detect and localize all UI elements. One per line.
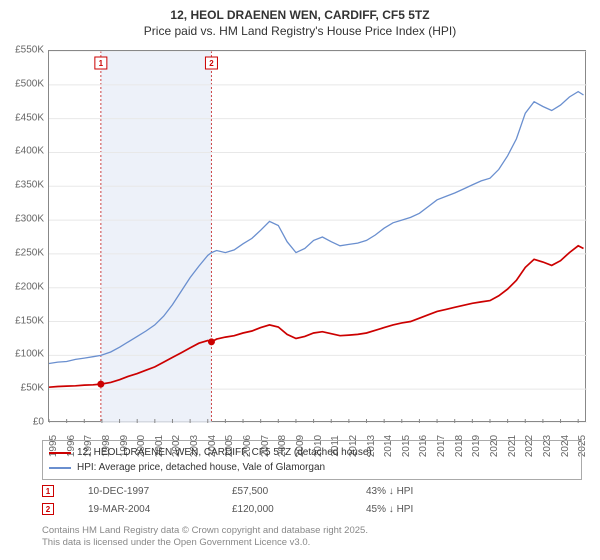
y-tick-label: £250K: [15, 247, 44, 258]
y-tick-label: £100K: [15, 349, 44, 360]
title-subtitle: Price paid vs. HM Land Registry's House …: [0, 24, 600, 40]
plot-area: 12: [48, 50, 586, 422]
legend-swatch: [49, 467, 71, 469]
y-tick-label: £50K: [21, 383, 44, 394]
y-tick-label: £450K: [15, 112, 44, 123]
legend-label: 12, HEOL DRAENEN WEN, CARDIFF, CF5 5TZ (…: [77, 445, 372, 460]
title-address: 12, HEOL DRAENEN WEN, CARDIFF, CF5 5TZ: [0, 8, 600, 24]
chart-container: 12, HEOL DRAENEN WEN, CARDIFF, CF5 5TZ P…: [0, 0, 600, 560]
chart-title: 12, HEOL DRAENEN WEN, CARDIFF, CF5 5TZ P…: [0, 0, 600, 39]
y-tick-label: £350K: [15, 180, 44, 191]
sale-price: £57,500: [232, 486, 332, 497]
legend-label: HPI: Average price, detached house, Vale…: [77, 460, 325, 475]
legend: 12, HEOL DRAENEN WEN, CARDIFF, CF5 5TZ (…: [42, 440, 582, 480]
sales-row: 2 19-MAR-2004 £120,000 45% ↓ HPI: [42, 500, 582, 518]
footnote: Contains HM Land Registry data © Crown c…: [42, 525, 582, 550]
sale-point: [208, 338, 215, 345]
y-tick-label: £500K: [15, 78, 44, 89]
sale-date: 19-MAR-2004: [88, 504, 198, 515]
sale-date: 10-DEC-1997: [88, 486, 198, 497]
y-tick-label: £300K: [15, 214, 44, 225]
legend-swatch: [49, 452, 71, 454]
y-tick-label: £150K: [15, 315, 44, 326]
sale-badge-num: 1: [99, 59, 104, 68]
sales-row: 1 10-DEC-1997 £57,500 43% ↓ HPI: [42, 482, 582, 500]
sale-marker-icon: 1: [42, 485, 54, 497]
y-tick-label: £550K: [15, 45, 44, 56]
sales-table: 1 10-DEC-1997 £57,500 43% ↓ HPI 2 19-MAR…: [42, 482, 582, 518]
footnote-line: This data is licensed under the Open Gov…: [42, 537, 582, 549]
legend-row: HPI: Average price, detached house, Vale…: [49, 460, 575, 475]
sale-point: [97, 381, 104, 388]
sale-delta: 45% ↓ HPI: [366, 504, 413, 515]
sale-price: £120,000: [232, 504, 332, 515]
legend-row: 12, HEOL DRAENEN WEN, CARDIFF, CF5 5TZ (…: [49, 445, 575, 460]
y-tick-label: £400K: [15, 146, 44, 157]
y-axis-labels: £0£50K£100K£150K£200K£250K£300K£350K£400…: [4, 50, 46, 422]
sale-delta: 43% ↓ HPI: [366, 486, 413, 497]
y-tick-label: £200K: [15, 281, 44, 292]
sale-marker-icon: 2: [42, 503, 54, 515]
chart-svg: 12: [49, 51, 587, 423]
y-tick-label: £0: [33, 417, 44, 428]
sale-badge-num: 2: [209, 59, 214, 68]
footnote-line: Contains HM Land Registry data © Crown c…: [42, 525, 582, 537]
